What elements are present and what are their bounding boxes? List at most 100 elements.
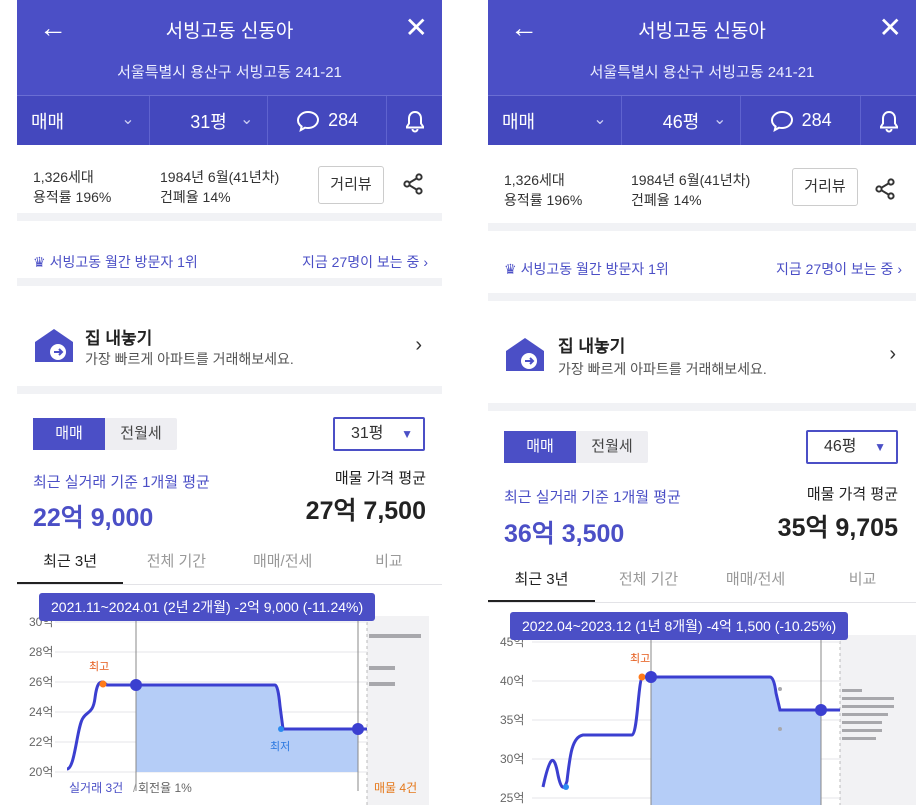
tab-all-period[interactable]: 전체 기간 xyxy=(618,571,679,588)
page-title: 서빙고동 신동아 xyxy=(165,21,294,42)
header-toolbar: 매매 ⌄ 46평 ⌄ 284 xyxy=(488,95,916,145)
y-tick: 40억 xyxy=(500,674,524,688)
alert-button[interactable] xyxy=(861,96,916,145)
low-point xyxy=(278,726,284,732)
listing-avg-label: 매물 가격 평균 xyxy=(806,486,898,503)
area-dropdown[interactable]: 46평 ⌄ xyxy=(622,96,742,145)
page-title: 서빙고동 신동아 xyxy=(638,21,766,42)
selected-range-area xyxy=(136,685,358,772)
header: ← 서빙고동 신동아 ✕ 서울특별시 용산구 서빙고동 241-21 매매 ⌄ 4… xyxy=(488,0,916,145)
area-label: 46평 xyxy=(662,111,700,132)
comments-button[interactable]: 284 xyxy=(741,96,862,145)
comments-button[interactable]: 284 xyxy=(268,96,388,145)
visitor-bar[interactable]: ♛ 서빙고동 월간 방문자 1위 지금 27명이 보는 중 › xyxy=(17,234,442,286)
listing-avg-value: 27억 7,500 xyxy=(305,497,426,525)
tab-sale-jeonse[interactable]: 매매/전세 xyxy=(252,553,313,570)
high-label: 최고 xyxy=(89,660,109,673)
house-icon xyxy=(35,329,73,362)
visit-rank: 서빙고동 월간 방문자 1위 xyxy=(520,261,669,277)
trade-type-dropdown[interactable]: 매매 ⌄ xyxy=(17,96,150,145)
footer-separator: / xyxy=(133,781,137,795)
tab-compare[interactable]: 비교 xyxy=(848,571,877,588)
building-info: 1,326세대 용적률 196% 1984년 6월(41년차) 건폐율 14% 거리… xyxy=(488,145,916,231)
households: 1,326세대 xyxy=(33,169,94,185)
close-icon[interactable]: ✕ xyxy=(404,12,428,43)
trade-toggle: 매매 전월세 xyxy=(504,431,648,463)
toggle-rent[interactable]: 전월세 xyxy=(120,425,162,442)
area-label: 31평 xyxy=(190,111,227,132)
share-icon[interactable] xyxy=(874,178,896,206)
chevron-right-icon: › xyxy=(423,254,428,270)
recent-avg-label: 최근 실거래 기준 1개월 평균 xyxy=(504,489,681,506)
street-view-button[interactable]: 거리뷰 xyxy=(792,168,858,206)
area-select[interactable]: 46평 ▼ xyxy=(806,430,898,464)
recent-avg-value: 22억 9,000 xyxy=(33,504,154,532)
trade-toggle: 매매 전월세 xyxy=(33,418,177,450)
chevron-down-icon: ⌄ xyxy=(593,111,607,128)
selected-range-area xyxy=(651,677,821,805)
range-end-handle xyxy=(815,704,827,716)
floor-area-ratio: 용적률 196% xyxy=(33,189,112,205)
tab-recent-3y[interactable]: 최근 3년 xyxy=(488,561,595,602)
y-tick: 35억 xyxy=(500,713,524,727)
back-arrow-icon[interactable]: ← xyxy=(39,12,67,43)
price-chart[interactable]: 30억 28억 26억 24억 22억 20억 최고 최저 실거래 3건 / 회… xyxy=(17,586,442,805)
price-line xyxy=(66,680,367,771)
watching-count: 지금 27명이 보는 중 xyxy=(302,254,420,270)
street-view-button[interactable]: 거리뷰 xyxy=(318,166,384,204)
caret-down-icon: ▼ xyxy=(401,427,413,441)
tab-compare[interactable]: 비교 xyxy=(375,553,403,570)
built-date: 1984년 6월(41년차) xyxy=(631,172,751,188)
tab-all-period[interactable]: 전체 기간 xyxy=(146,553,207,570)
back-arrow-icon[interactable]: ← xyxy=(510,12,538,43)
bell-icon xyxy=(879,110,898,132)
speech-bubble-icon xyxy=(297,110,320,132)
sell-subtitle: 가장 빠르게 아파트를 거래해보세요. xyxy=(558,361,767,377)
tab-recent-3y[interactable]: 최근 3년 xyxy=(17,543,124,584)
y-tick: 20억 xyxy=(29,765,53,779)
watching-count: 지금 27명이 보는 중 xyxy=(776,261,894,277)
tab-sale-jeonse[interactable]: 매매/전세 xyxy=(725,571,786,588)
households: 1,326세대 xyxy=(504,172,565,188)
chevron-down-icon: ⌄ xyxy=(239,111,254,128)
y-tick: 26억 xyxy=(29,675,53,689)
high-point xyxy=(99,680,107,688)
chevron-right-icon: › xyxy=(415,334,422,356)
caret-down-icon: ▼ xyxy=(874,440,886,454)
price-chart[interactable]: 45억 40억 35억 30억 25억 최고 xyxy=(488,605,916,805)
trade-type-dropdown[interactable]: 매매 ⌄ xyxy=(488,96,622,145)
y-tick: 24억 xyxy=(29,705,53,719)
area-dropdown[interactable]: 31평 ⌄ xyxy=(150,96,269,145)
sell-home-banner[interactable]: 집 내놓기 가장 빠르게 아파트를 거래해보세요. › xyxy=(17,294,442,394)
range-start-handle xyxy=(645,671,657,683)
range-start-handle xyxy=(130,679,142,691)
visitor-bar[interactable]: ♛ 서빙고동 월간 방문자 1위 지금 27명이 보는 중 › xyxy=(488,239,916,301)
building-coverage: 건폐율 14% xyxy=(160,189,231,205)
sell-home-banner[interactable]: 집 내놓기 가장 빠르게 아파트를 거래해보세요. › xyxy=(488,301,916,411)
chevron-down-icon: ⌄ xyxy=(121,111,135,128)
area-select[interactable]: 31평 ▼ xyxy=(333,417,425,451)
toggle-sale[interactable]: 매매 xyxy=(33,418,105,450)
sell-title: 집 내놓기 xyxy=(85,329,153,348)
range-tooltip: 2022.04~2023.12 (1년 8개월) -4억 1,500 (-10.… xyxy=(510,612,849,640)
alert-button[interactable] xyxy=(387,96,442,145)
bell-icon xyxy=(405,110,424,132)
chart-tabs: 최근 3년 전체 기간 매매/전세 비교 xyxy=(17,543,442,585)
close-icon[interactable]: ✕ xyxy=(878,12,902,43)
turnover-rate: 회전율 1% xyxy=(138,781,192,795)
speech-bubble-icon xyxy=(770,110,793,132)
comment-count: 284 xyxy=(801,110,832,130)
comment-count: 284 xyxy=(328,110,359,130)
share-icon[interactable] xyxy=(402,173,424,201)
toggle-rent[interactable]: 전월세 xyxy=(591,438,633,455)
y-tick: 30억 xyxy=(500,752,524,766)
trade-type-label: 매매 xyxy=(502,111,536,132)
header-toolbar: 매매 ⌄ 31평 ⌄ 284 xyxy=(17,95,442,145)
floor-area-ratio: 용적률 196% xyxy=(504,192,583,208)
crown-icon: ♛ xyxy=(504,261,517,277)
header: ← 서빙고동 신동아 ✕ 서울특별시 용산구 서빙고동 241-21 매매 ⌄ 3… xyxy=(17,0,442,145)
high-label: 최고 xyxy=(630,652,650,665)
recent-avg-value: 36억 3,500 xyxy=(504,520,625,548)
low-label: 최저 xyxy=(270,740,290,753)
toggle-sale[interactable]: 매매 xyxy=(504,431,576,463)
